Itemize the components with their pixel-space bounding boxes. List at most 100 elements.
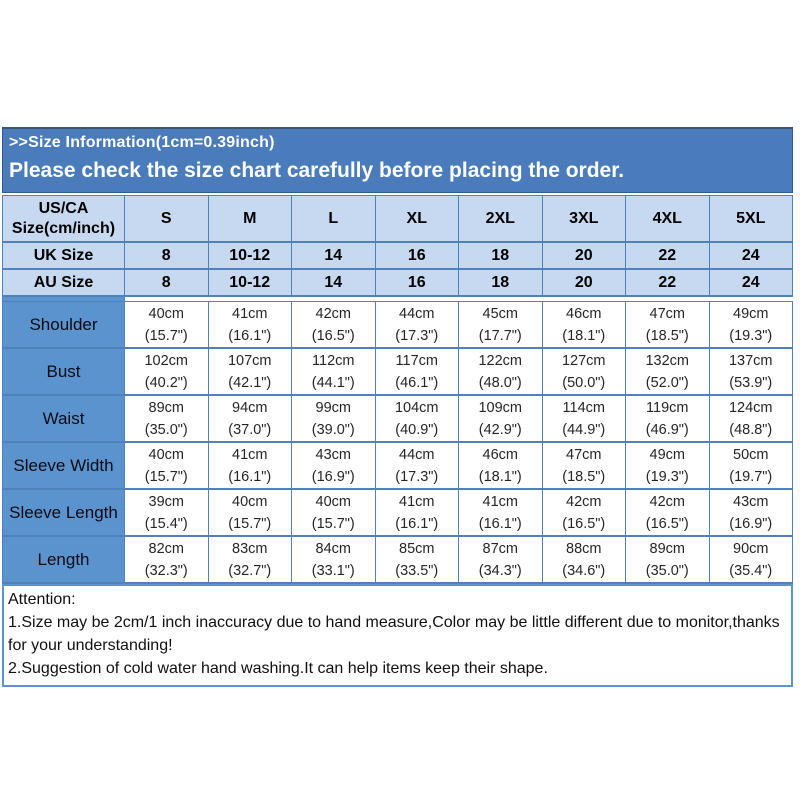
uk-size-value: 22 (625, 241, 710, 270)
measurement-cell: 47cm (18.5") (625, 301, 710, 349)
measurement-cell: 112cm (44.1") (291, 347, 376, 396)
au-size-value: 14 (291, 268, 376, 297)
measurement-row: Waist 89cm (35.0") 94cm (37.0") 99cm (39.0") 10… (2, 394, 793, 443)
cm-value: 85cm (399, 540, 435, 557)
measurement-cell: 42cm (16.5") (291, 301, 376, 349)
inch-value: (42.9") (478, 421, 522, 438)
cm-value: 88cm (566, 540, 602, 557)
cm-value: 102cm (144, 352, 189, 369)
cm-value: 107cm (227, 352, 272, 369)
inch-value: (16.1") (395, 515, 439, 532)
size-column-header: S (124, 195, 209, 243)
uk-size-value: 18 (458, 241, 543, 270)
uk-size-value: 8 (124, 241, 209, 270)
au-size-value: 20 (541, 268, 626, 297)
measurement-cell: 42cm (16.5") (625, 488, 710, 537)
measurement-cell: 127cm (50.0") (541, 347, 626, 396)
cm-value: 119cm (646, 399, 689, 416)
inch-value: (15.7") (311, 515, 355, 532)
inch-value: (53.9") (729, 374, 773, 391)
size-table-body: US/CA Size(cm/inch) S M L XL 2XL 3XL 4XL 5XL UK… (2, 195, 793, 584)
attention-line: 2.Suggestion of cold water hand washing.… (8, 660, 548, 677)
measurement-cell: 89cm (35.0") (625, 535, 710, 584)
cm-value: 43cm (733, 493, 769, 510)
measurement-cell: 119cm (46.9") (625, 394, 710, 443)
table-gap-row (2, 296, 793, 302)
cm-value: 84cm (315, 540, 351, 557)
measurement-cell: 122cm (48.0") (458, 347, 543, 396)
cm-value: 47cm (649, 305, 685, 322)
cm-value: 87cm (482, 540, 518, 557)
measurement-cell: 42cm (16.5") (541, 488, 626, 537)
cm-value: 40cm (232, 493, 268, 510)
measurement-cell: 39cm (15.4") (124, 488, 209, 537)
cm-value: 94cm (232, 399, 268, 416)
inch-value: (34.6") (562, 562, 606, 579)
inch-value: (35.4") (729, 562, 773, 579)
measurement-cell: 47cm (18.5") (541, 441, 626, 490)
inch-value: (50.0") (562, 374, 606, 391)
cm-value: 44cm (399, 446, 435, 463)
uk-size-row: UK Size 8 10-12 14 16 18 20 22 24 (2, 241, 793, 270)
cm-value: 44cm (399, 305, 435, 322)
measurement-cell: 43cm (16.9") (708, 488, 793, 537)
cm-value: 49cm (649, 446, 685, 463)
measurement-label: Length (2, 535, 125, 584)
inch-value: (46.9") (645, 421, 689, 438)
inch-value: (16.9") (729, 515, 773, 532)
inch-value: (19.7") (729, 468, 773, 485)
inch-value: (42.1") (228, 374, 272, 391)
size-info-header: >>Size Information(1cm=0.39inch) Please … (2, 127, 793, 193)
cm-value: 50cm (733, 446, 769, 463)
measurement-cell: 89cm (35.0") (124, 394, 209, 443)
inch-value: (48.8") (729, 421, 773, 438)
cm-value: 109cm (478, 399, 523, 416)
size-info-subtitle: Please check the size chart carefully be… (9, 159, 625, 182)
measurement-cell: 107cm (42.1") (207, 347, 292, 396)
measurement-cell: 46cm (18.1") (541, 301, 626, 349)
measurement-row: Shoulder 40cm (15.7") 41cm (16.1") 42cm (16.5"… (2, 301, 793, 349)
cm-value: 41cm (232, 305, 268, 322)
au-size-value: 24 (708, 268, 793, 297)
cm-value: 132cm (645, 352, 690, 369)
cm-value: 114cm (562, 399, 605, 416)
cm-value: 82cm (148, 540, 184, 557)
measurement-cell: 132cm (52.0") (625, 347, 710, 396)
inch-value: (40.2") (144, 374, 188, 391)
inch-value: (39.0") (311, 421, 355, 438)
cm-value: 45cm (482, 305, 518, 322)
inch-value: (16.1") (228, 468, 272, 485)
cm-value: 41cm (232, 446, 268, 463)
measurement-cell: 83cm (32.7") (207, 535, 292, 584)
inch-value: (16.5") (311, 327, 355, 344)
inch-value: (16.9") (311, 468, 355, 485)
cm-value: 39cm (148, 493, 184, 510)
size-table: US/CA Size(cm/inch) S M L XL 2XL 3XL 4XL 5XL UK… (2, 195, 793, 584)
cm-value: 42cm (315, 305, 351, 322)
corner-header-cell: US/CA Size(cm/inch) (2, 195, 125, 243)
cm-value: 40cm (315, 493, 351, 510)
size-column-header: 5XL (708, 195, 793, 243)
cm-value: 46cm (566, 305, 602, 322)
measurement-label: Bust (2, 347, 125, 396)
size-column-header: 4XL (625, 195, 710, 243)
uk-size-value: 20 (541, 241, 626, 270)
measurement-cell: 88cm (34.6") (541, 535, 626, 584)
measurement-cell: 109cm (42.9") (458, 394, 543, 443)
cm-value: 89cm (649, 540, 685, 557)
cm-value: 43cm (315, 446, 351, 463)
uk-size-value: 10-12 (207, 241, 292, 270)
measurement-cell: 40cm (15.7") (207, 488, 292, 537)
attention-title: Attention: (8, 591, 76, 608)
measurement-cell: 117cm (46.1") (374, 347, 459, 396)
cm-value: 49cm (733, 305, 769, 322)
size-column-header: M (207, 195, 292, 243)
measurement-cell: 99cm (39.0") (291, 394, 376, 443)
measurement-cell: 50cm (19.7") (708, 441, 793, 490)
cm-value: 46cm (482, 446, 518, 463)
au-size-value: 8 (124, 268, 209, 297)
inch-value: (18.1") (478, 468, 522, 485)
inch-value: (52.0") (645, 374, 689, 391)
size-column-header: 2XL (458, 195, 543, 243)
